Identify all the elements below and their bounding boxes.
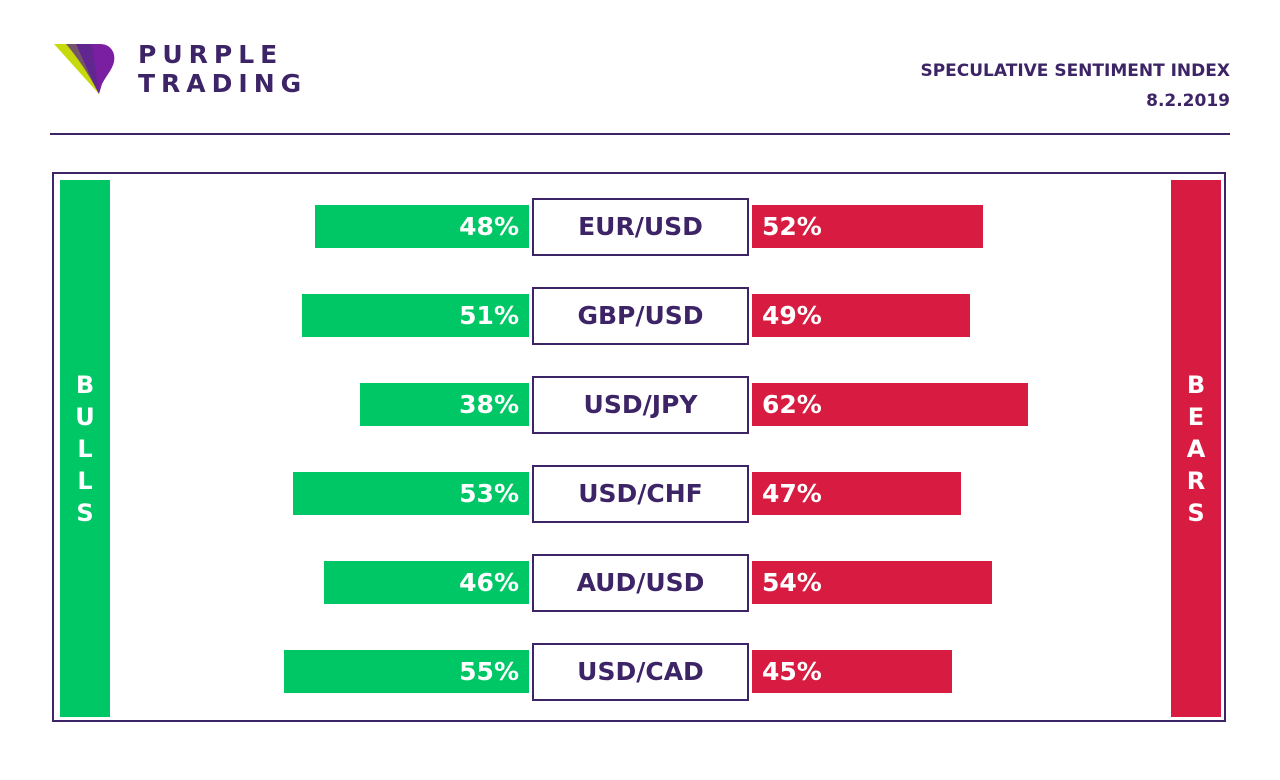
bulls-value-label: 48% [459, 212, 519, 241]
bears-label-letter: B [1186, 370, 1206, 399]
bulls-value-label: 46% [459, 568, 519, 597]
currency-pair-label: AUD/USD [532, 553, 749, 612]
bulls-bar: 53% [293, 472, 529, 515]
bears-bar: 49% [752, 294, 970, 337]
currency-pair-label: GBP/USD [532, 286, 749, 345]
currency-pair-label: EUR/USD [532, 197, 749, 256]
bulls-label-letter: L [77, 466, 93, 495]
bulls-value-label: 55% [459, 657, 519, 686]
header-divider [50, 133, 1230, 135]
bears-value-label: 54% [762, 568, 822, 597]
bulls-value-label: 51% [459, 301, 519, 330]
bears-label-letter: A [1186, 434, 1206, 463]
bulls-label-letter: L [77, 434, 93, 463]
bears-label-letter: R [1186, 466, 1206, 495]
bears-label-letter: S [1187, 498, 1205, 527]
currency-pair-label: USD/JPY [532, 375, 749, 434]
brand-name: PURPLE TRADING [138, 40, 307, 98]
bulls-label-letter: S [76, 498, 94, 527]
bears-bar: 62% [752, 383, 1028, 426]
bulls-bar: 55% [284, 650, 529, 693]
bears-value-label: 47% [762, 479, 822, 508]
bears-value-label: 52% [762, 212, 822, 241]
currency-pair-label: USD/CAD [532, 642, 749, 701]
brand-name-line1: PURPLE [138, 40, 284, 69]
bears-bar: 47% [752, 472, 961, 515]
header: SPECULATIVE SENTIMENT INDEX 8.2.2019 [920, 56, 1230, 116]
bears-value-label: 49% [762, 301, 822, 330]
brand-name-line2: TRADING [138, 69, 308, 98]
bulls-value-label: 38% [459, 390, 519, 419]
bears-value-label: 45% [762, 657, 822, 686]
bulls-label-letter: B [75, 370, 95, 399]
purple-trading-logo-icon [54, 44, 115, 94]
bulls-value-label: 53% [459, 479, 519, 508]
bears-bar: 54% [752, 561, 992, 604]
page-title: SPECULATIVE SENTIMENT INDEX [920, 61, 1230, 81]
bears-bar: 45% [752, 650, 952, 693]
bears-value-label: 62% [762, 390, 822, 419]
bears-bar: 52% [752, 205, 983, 248]
brand-logo: PURPLE TRADING [52, 40, 312, 100]
bulls-bar: 51% [302, 294, 529, 337]
bulls-bar: 46% [324, 561, 529, 604]
report-date: 8.2.2019 [1146, 91, 1230, 111]
currency-pair-label: USD/CHF [532, 464, 749, 523]
chart-frame [52, 172, 1226, 722]
bulls-bar: 48% [315, 205, 529, 248]
bears-label-letter: E [1187, 402, 1205, 431]
bulls-bar: 38% [360, 383, 529, 426]
bulls-label-letter: U [75, 402, 95, 431]
